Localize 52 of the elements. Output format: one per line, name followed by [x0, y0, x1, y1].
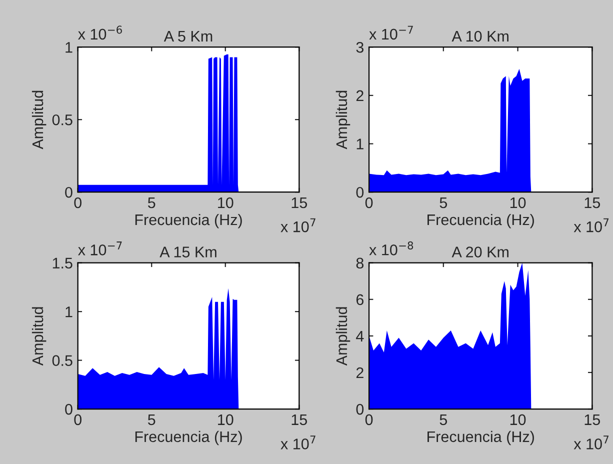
- y-tick-label: 8: [356, 258, 364, 269]
- y-tick-label: 0.5: [52, 355, 72, 366]
- x-tick-label: 15: [292, 414, 307, 426]
- chart-title: A 5 Km: [164, 31, 212, 42]
- x-tick-label: 5: [440, 198, 448, 208]
- x-axis-title: Frecuencia (Hz): [428, 214, 534, 228]
- y-tick-label: 0.5: [52, 114, 72, 126]
- y-tick-label: 0: [65, 186, 72, 198]
- text: x 10$^{7}$: [574, 218, 609, 232]
- x-tick-label: 5: [148, 414, 156, 426]
- text: x 10$^{−7}$: [78, 242, 122, 256]
- y-tick-label: 6: [356, 294, 364, 306]
- x-axis-title: Frecuencia (Hz): [428, 430, 534, 446]
- y-tick-label: 1: [66, 306, 72, 318]
- x-tick-label: 10: [510, 197, 526, 208]
- x-axis-title: Frecuencia (Hz): [135, 214, 242, 228]
- y-tick-label: 1: [356, 138, 364, 150]
- x-tick-label: 0: [365, 414, 373, 426]
- text: x 10$^{−6}$: [78, 26, 122, 40]
- y-axis-title: Amplitud: [32, 307, 46, 366]
- x-tick-label: 5: [148, 198, 156, 208]
- y-tick-label: 3: [356, 42, 364, 53]
- x-tick-label: 15: [292, 198, 307, 208]
- y-tick-label: 0: [65, 404, 72, 415]
- text: x 10$^{7}$: [574, 436, 609, 450]
- y-tick-label: 2: [356, 367, 364, 378]
- y-tick-label: 2: [356, 90, 364, 101]
- text: x 10$^{−8}$: [369, 241, 414, 256]
- chart-title: A 10 Km: [452, 30, 508, 42]
- y-tick-label: 0: [356, 186, 364, 198]
- chart-title: A 20 Km: [452, 246, 508, 258]
- x-tick-label: 10: [218, 197, 234, 208]
- y-tick-label: 1: [66, 42, 72, 53]
- x-tick-label: 10: [218, 414, 234, 426]
- y-axis-title: Amplitud: [336, 90, 350, 150]
- x-tick-label: 10: [510, 414, 526, 426]
- chart-title: A 15 Km: [160, 246, 216, 258]
- x-tick-label: 5: [440, 414, 448, 426]
- y-axis-title: Amplitud: [32, 90, 46, 150]
- x-tick-label: 0: [365, 197, 373, 208]
- text: x 10$^{7}$: [280, 436, 316, 450]
- y-tick-label: 0: [356, 404, 364, 415]
- x-tick-label: 0: [74, 414, 82, 426]
- text: x 10$^{7}$: [280, 218, 316, 232]
- y-axis-title: Amplitud: [336, 307, 350, 366]
- x-tick-label: 15: [584, 414, 600, 426]
- x-tick-label: 15: [584, 198, 600, 208]
- text: x 10$^{−7}$: [369, 26, 413, 40]
- y-tick-label: 1.5: [52, 258, 72, 269]
- x-tick-label: 0: [74, 197, 82, 208]
- x-axis-title: Frecuencia (Hz): [135, 430, 242, 446]
- y-tick-label: 4: [356, 330, 364, 342]
